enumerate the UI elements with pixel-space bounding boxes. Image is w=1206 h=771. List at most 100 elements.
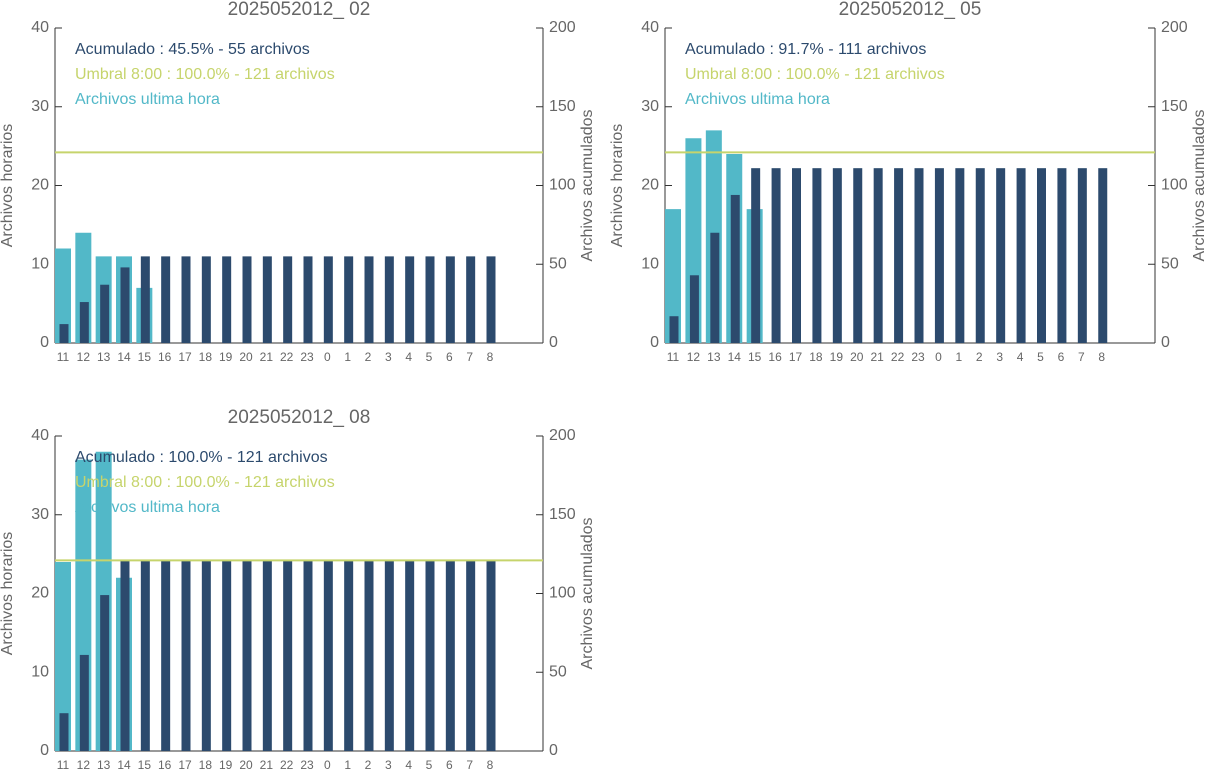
legend-entry: Acumulado : 91.7% - 111 archivos	[685, 41, 926, 58]
x-tick-label: 8	[487, 758, 494, 771]
bar	[100, 284, 110, 343]
x-tick-label: 17	[789, 350, 803, 364]
legend-entry: Umbral 8:00 : 100.0% - 121 archivos	[75, 474, 335, 491]
bar	[1057, 168, 1067, 343]
x-tick-label: 19	[219, 350, 233, 364]
y2-tick-label: 150	[549, 98, 576, 115]
x-tick-label: 8	[487, 350, 494, 364]
bar	[710, 232, 720, 343]
x-tick-label: 2	[365, 350, 372, 364]
bar	[689, 275, 699, 343]
y2-tick-label: 0	[1161, 334, 1170, 351]
x-tick-label: 14	[728, 350, 742, 364]
x-tick-label: 18	[199, 758, 213, 771]
x-tick-label: 20	[239, 758, 253, 771]
y2-tick-label: 150	[1161, 98, 1188, 115]
y-tick-label: 30	[31, 506, 49, 523]
y2-axis-label: Archivos acumulados	[579, 517, 596, 669]
bar	[466, 256, 476, 343]
y2-tick-label: 100	[1161, 177, 1188, 194]
y2-tick-label: 200	[549, 427, 576, 444]
y2-axis-label: Archivos acumulados	[579, 109, 596, 261]
x-tick-label: 3	[385, 350, 392, 364]
x-tick-label: 23	[300, 758, 314, 771]
bar	[832, 168, 842, 343]
bar	[425, 256, 435, 343]
bar	[771, 168, 781, 343]
x-tick-label: 2	[976, 350, 983, 364]
x-tick-label: 18	[809, 350, 823, 364]
bar	[120, 267, 130, 343]
bar	[181, 560, 191, 751]
x-tick-label: 13	[97, 758, 111, 771]
chart-panel: 2025052012_ 05010203040050100150200Archi…	[609, 0, 1206, 364]
x-tick-label: 15	[748, 350, 762, 364]
x-tick-label: 6	[446, 350, 453, 364]
bar	[364, 560, 374, 751]
x-tick-label: 20	[850, 350, 864, 364]
x-tick-label: 12	[77, 350, 91, 364]
y-tick-label: 40	[31, 19, 49, 36]
y-tick-label: 40	[641, 19, 659, 36]
x-tick-label: 5	[1037, 350, 1044, 364]
x-tick-label: 16	[768, 350, 782, 364]
bar	[181, 256, 191, 343]
x-tick-label: 22	[280, 350, 294, 364]
bar	[161, 560, 171, 751]
bar	[59, 324, 69, 343]
x-tick-label: 1	[955, 350, 962, 364]
x-tick-label: 3	[996, 350, 1003, 364]
x-tick-label: 1	[344, 758, 351, 771]
y-tick-label: 10	[31, 255, 49, 272]
bar	[996, 168, 1006, 343]
x-tick-label: 3	[385, 758, 392, 771]
bar	[303, 560, 313, 751]
y2-tick-label: 50	[549, 255, 567, 272]
y-axis-label: Archivos horarios	[0, 532, 16, 656]
bar	[140, 560, 150, 751]
bar	[59, 713, 69, 751]
x-tick-label: 11	[57, 758, 70, 771]
bar	[486, 560, 496, 751]
x-tick-label: 15	[138, 758, 152, 771]
bar	[344, 256, 354, 343]
bar	[384, 256, 394, 343]
bar	[120, 560, 130, 751]
x-tick-label: 8	[1098, 350, 1105, 364]
bar	[1037, 168, 1046, 343]
y2-tick-label: 50	[549, 663, 567, 680]
bar	[1098, 168, 1108, 343]
bar	[364, 256, 374, 343]
x-tick-label: 19	[830, 350, 844, 364]
x-tick-label: 22	[891, 350, 905, 364]
bar	[445, 256, 455, 343]
x-tick-label: 16	[158, 350, 172, 364]
bar	[665, 209, 681, 343]
bar	[486, 256, 496, 343]
bar	[873, 168, 883, 343]
x-tick-label: 2	[365, 758, 372, 771]
x-tick-label: 15	[138, 350, 152, 364]
bar	[222, 256, 232, 343]
bar	[1077, 168, 1087, 343]
bar	[222, 560, 232, 751]
x-tick-label: 4	[405, 350, 412, 364]
y2-axis-label: Archivos acumulados	[1191, 109, 1206, 261]
y2-tick-label: 100	[549, 585, 576, 602]
legend-entry: Archivos ultima hora	[685, 91, 830, 108]
bar	[466, 560, 476, 751]
x-tick-label: 16	[158, 758, 172, 771]
x-tick-label: 17	[178, 758, 192, 771]
bar	[323, 560, 333, 751]
x-tick-label: 22	[280, 758, 294, 771]
x-tick-label: 6	[446, 758, 453, 771]
bar	[79, 302, 89, 343]
y-tick-label: 20	[31, 585, 49, 602]
legend-entry: Acumulado : 100.0% - 121 archivos	[75, 449, 328, 466]
y-tick-label: 10	[641, 255, 659, 272]
x-tick-label: 18	[199, 350, 213, 364]
y-tick-label: 0	[650, 334, 659, 351]
y-tick-label: 30	[641, 98, 659, 115]
y-tick-label: 0	[40, 334, 49, 351]
x-tick-label: 20	[239, 350, 253, 364]
